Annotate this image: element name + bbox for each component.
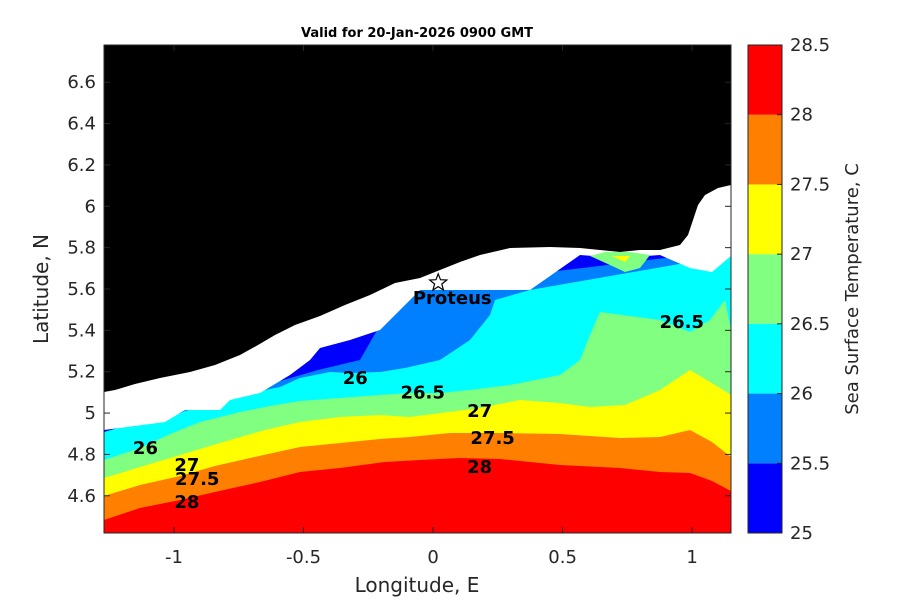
station-star-icon [428, 272, 449, 292]
x-axis-ticks: -1 -0.5 0 0.5 1 [165, 45, 698, 568]
contour-label: 26 [133, 438, 158, 459]
y-tick-label: 6 [85, 196, 96, 217]
y-tick-label: 4.8 [67, 444, 96, 465]
y-axis-label: Latitude, N [29, 234, 53, 344]
colorbar-tick-label: 27.5 [790, 174, 830, 195]
colorbar-segment [748, 463, 782, 533]
x-tick-label: -0.5 [286, 547, 321, 568]
colorbar-tick-label: 28.5 [790, 35, 830, 56]
colorbar-segment [748, 184, 782, 255]
y-tick-label: 5.8 [67, 238, 96, 259]
contour-label: 27 [174, 455, 199, 476]
colorbar-label: Sea Surface Temperature, C [842, 163, 863, 415]
y-tick-label: 6.4 [67, 114, 96, 135]
colorbar-tick-label: 25 [790, 523, 813, 544]
contour-label: 27 [467, 401, 492, 422]
island [598, 230, 604, 244]
sst-band-26.5-27 [590, 252, 650, 272]
x-axis-label: Longitude, E [355, 573, 480, 597]
y-tick-label: 4.6 [67, 486, 96, 507]
station-label: Proteus [413, 288, 492, 309]
contour-label: 27.5 [175, 469, 219, 490]
colorbar-segment [748, 114, 782, 185]
colorbar-tick-label: 26 [790, 384, 813, 405]
chart-title: Valid for 20-Jan-2026 0900 GMT [301, 26, 533, 41]
x-tick-label: 0 [427, 547, 438, 568]
colorbar-tick-label: 26.5 [790, 314, 830, 335]
colorbar-segment [748, 323, 782, 394]
y-axis-ticks: 4.6 4.8 5 5.2 5.4 5.6 5.8 6 6.2 6.4 6.6 [67, 72, 731, 507]
colorbar-segment [748, 254, 782, 324]
colorbar-segment [748, 45, 782, 115]
colorbar-tick-label: 25.5 [790, 453, 830, 474]
y-tick-label: 5 [85, 403, 96, 424]
contour-label: 28 [467, 457, 492, 478]
contour-label: 26.5 [660, 312, 704, 333]
contour-label: 27.5 [470, 428, 514, 449]
colorbar [748, 45, 782, 533]
y-tick-label: 5.6 [67, 279, 96, 300]
contour-label: 28 [174, 492, 199, 513]
sst-band-27-27.5 [612, 256, 630, 262]
x-tick-label: 1 [686, 547, 697, 568]
colorbar-tick-label: 28 [790, 105, 813, 126]
colorbar-frame [747, 44, 783, 534]
y-tick-label: 6.2 [67, 155, 96, 176]
colorbar-tick-label: 27 [790, 244, 813, 265]
land-mass [104, 45, 731, 392]
contour-label: 26.5 [400, 382, 444, 403]
colorbar-ticks: 25 25.5 26 26.5 27 27.5 28 28.5 [777, 35, 830, 544]
contour-label: 26 [343, 368, 368, 389]
colorbar-segment [748, 393, 782, 464]
x-tick-label: 0.5 [548, 547, 577, 568]
plot-area [104, 45, 731, 533]
y-tick-label: 5.4 [67, 320, 96, 341]
y-tick-label: 6.6 [67, 72, 96, 93]
x-tick-label: -1 [165, 547, 183, 568]
station-marker: Proteus [413, 272, 492, 309]
y-tick-label: 5.2 [67, 362, 96, 383]
